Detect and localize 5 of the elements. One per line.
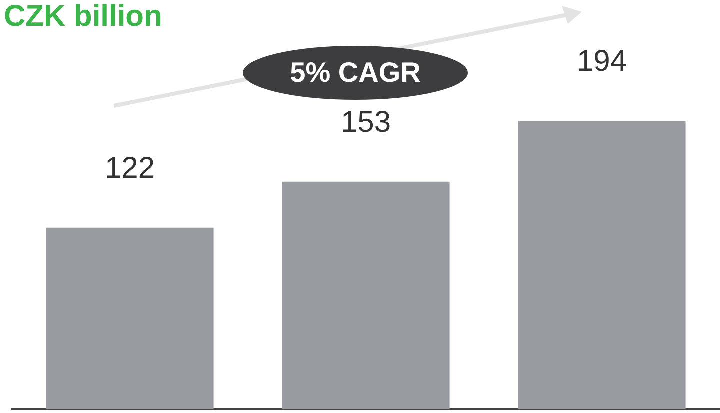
chart-title: CZK billion [4, 0, 162, 34]
text: 5% CAGR [243, 46, 468, 100]
data-label: 122 [104, 152, 156, 185]
data-label: 153 [340, 106, 392, 139]
data-label: 194 [576, 44, 628, 78]
